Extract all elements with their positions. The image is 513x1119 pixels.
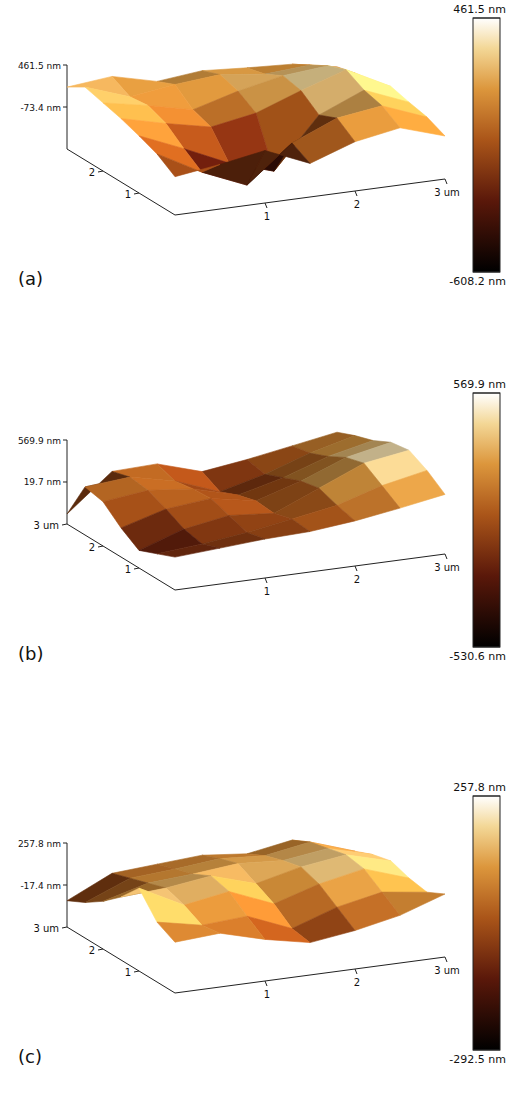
- z-tick-label: -73.4 nm: [20, 103, 61, 113]
- y-axis: [67, 524, 175, 590]
- surface: [67, 840, 445, 943]
- x-tick: [265, 203, 267, 208]
- x-tick-label: 3 um: [434, 562, 460, 573]
- x-tick-label: 2: [354, 977, 360, 988]
- y-axis: [67, 149, 175, 215]
- colorbar-tick: [473, 647, 500, 648]
- y-tick: [62, 927, 67, 928]
- x-axis: [175, 179, 445, 215]
- x-tick: [265, 578, 267, 583]
- y-tick: [98, 546, 103, 547]
- x-tick-label: 2: [354, 574, 360, 585]
- colorbar-label: -530.6 nm: [449, 650, 506, 663]
- y-tick: [134, 971, 139, 972]
- z-tick: [63, 481, 67, 482]
- y-tick-label: 1: [125, 189, 131, 200]
- x-tick: [355, 969, 357, 974]
- y-tick-label: 2: [89, 542, 95, 553]
- z-tick: [63, 107, 67, 108]
- surface-cell: [157, 544, 220, 557]
- y-tick-label: 3 um: [33, 923, 59, 934]
- colorbar: [473, 796, 500, 1050]
- z-tick: [63, 65, 67, 66]
- x-tick-label: 3 um: [434, 187, 460, 198]
- x-tick-label: 2: [354, 199, 360, 210]
- y-axis: [67, 927, 175, 993]
- y-tick: [98, 949, 103, 950]
- surface: [67, 432, 445, 557]
- x-axis: [175, 554, 445, 590]
- y-tick: [134, 568, 139, 569]
- figure: 1 2 3 um 1 2 461.5 nm -73.4 nm 461.5 nm -608.2 n…: [0, 0, 513, 1119]
- y-tick-label: 2: [89, 945, 95, 956]
- panel: 1 2 3 um 1 2 3 um 569.9 nm 19.7 nm 569.9 nm -530.…: [18, 378, 506, 664]
- x-tick: [445, 554, 447, 559]
- z-tick: [63, 843, 67, 844]
- y-tick-label: 2: [89, 167, 95, 178]
- surface-cell: [202, 533, 265, 549]
- colorbar-label: 569.9 nm: [453, 378, 506, 391]
- z-tick: [63, 440, 67, 441]
- colorbar-tick: [473, 796, 500, 797]
- z-tick-label: -17.4 nm: [20, 881, 61, 891]
- z-tick-label: 569.9 nm: [18, 436, 61, 446]
- surface: [67, 64, 445, 185]
- y-tick-label: 1: [125, 564, 131, 575]
- x-tick: [355, 566, 357, 571]
- x-tick-label: 3 um: [434, 965, 460, 976]
- y-tick: [98, 171, 103, 172]
- y-tick: [134, 193, 139, 194]
- x-tick-label: 1: [264, 211, 270, 222]
- z-tick-label: 257.8 nm: [18, 839, 61, 849]
- z-tick-label: 19.7 nm: [24, 477, 61, 487]
- surface-cell: [85, 87, 148, 105]
- surface-cell: [157, 922, 220, 942]
- colorbar-label: -608.2 nm: [449, 275, 506, 288]
- x-tick-label: 1: [264, 989, 270, 1000]
- colorbar-label: 461.5 nm: [453, 3, 506, 16]
- x-tick: [355, 191, 357, 196]
- x-tick-label: 1: [264, 586, 270, 597]
- panel-label: (a): [18, 268, 43, 289]
- colorbar-label: 257.8 nm: [453, 781, 506, 794]
- surface-cell: [139, 888, 202, 925]
- surface-cell: [157, 154, 220, 177]
- colorbar-tick: [473, 1050, 500, 1051]
- panel-label: (c): [18, 1046, 42, 1067]
- x-axis: [175, 957, 445, 993]
- colorbar-tick: [473, 18, 500, 19]
- panel: 1 2 3 um 1 2 3 um 257.8 nm -17.4 nm 257.8 nm -292…: [18, 781, 506, 1067]
- x-tick: [265, 981, 267, 986]
- x-tick: [445, 179, 447, 184]
- colorbar-tick: [473, 272, 500, 273]
- panel-label: (b): [18, 643, 43, 664]
- z-tick: [63, 885, 67, 886]
- panel: 1 2 3 um 1 2 461.5 nm -73.4 nm 461.5 nm -608.2 n…: [18, 3, 506, 289]
- z-tick-label: 461.5 nm: [18, 61, 61, 71]
- x-tick: [445, 957, 447, 962]
- y-tick-label: 3 um: [33, 520, 59, 531]
- y-tick-label: 1: [125, 967, 131, 978]
- colorbar: [473, 393, 500, 647]
- colorbar: [473, 18, 500, 272]
- colorbar-tick: [473, 393, 500, 394]
- colorbar-label: -292.5 nm: [449, 1053, 506, 1066]
- surface-cell: [202, 916, 265, 939]
- y-tick: [62, 524, 67, 525]
